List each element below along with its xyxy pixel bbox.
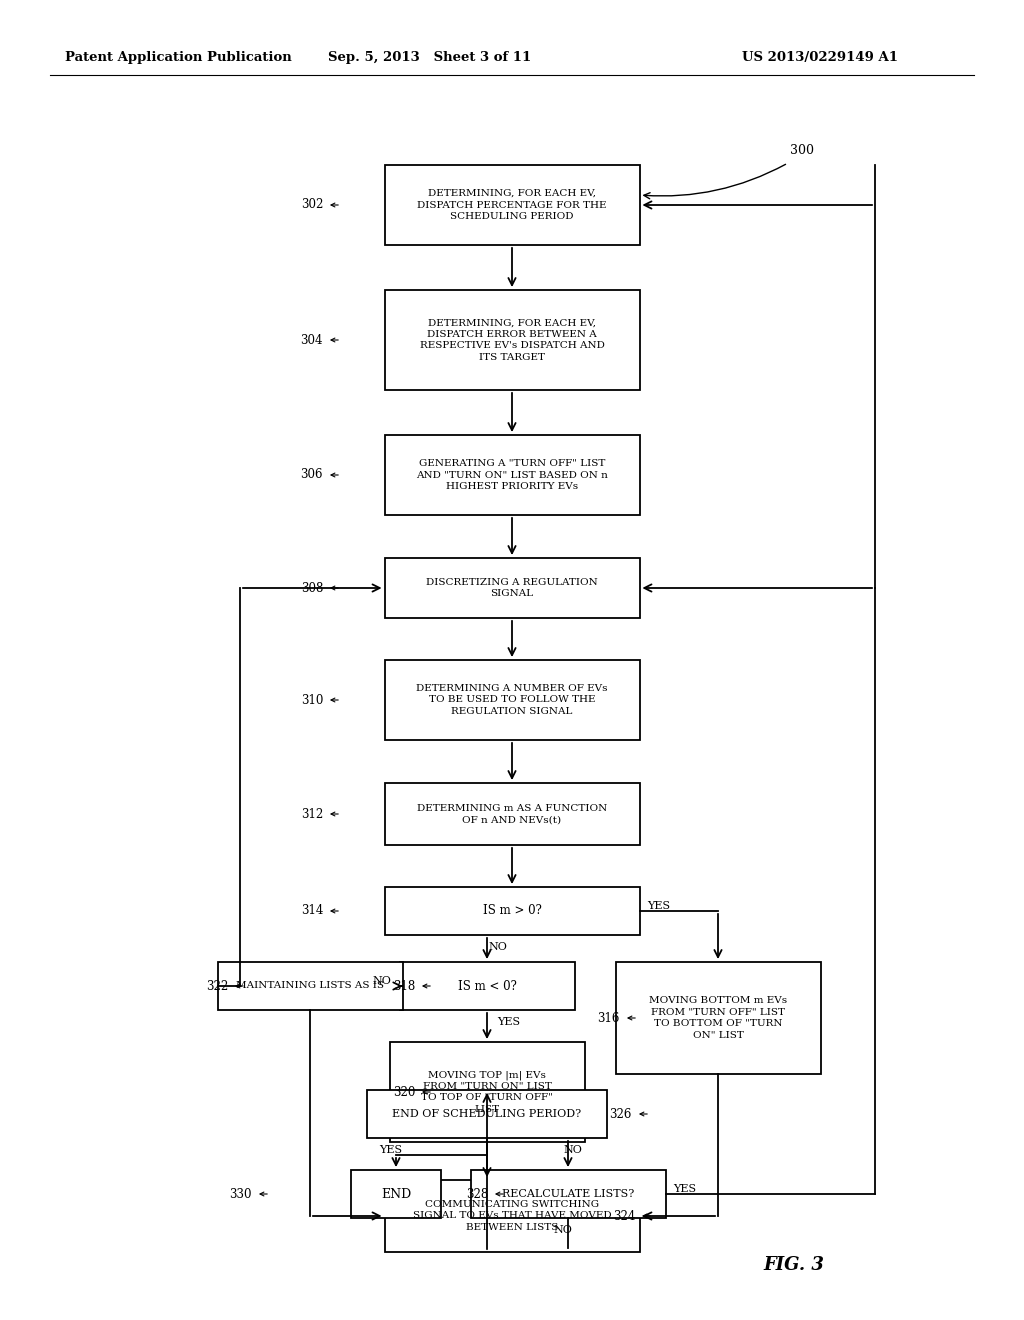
Text: 326: 326 <box>609 1107 632 1121</box>
Text: 322: 322 <box>206 979 228 993</box>
Text: US 2013/0229149 A1: US 2013/0229149 A1 <box>742 51 898 65</box>
Bar <box>470 1170 666 1218</box>
Bar <box>384 660 640 741</box>
Text: Sep. 5, 2013   Sheet 3 of 11: Sep. 5, 2013 Sheet 3 of 11 <box>329 51 531 65</box>
Bar <box>399 962 574 1010</box>
Text: DISCRETIZING A REGULATION
SIGNAL: DISCRETIZING A REGULATION SIGNAL <box>426 578 598 598</box>
Text: DETERMINING, FOR EACH EV,
DISPATCH PERCENTAGE FOR THE
SCHEDULING PERIOD: DETERMINING, FOR EACH EV, DISPATCH PERCE… <box>417 189 607 220</box>
Text: 306: 306 <box>300 469 323 482</box>
Bar <box>351 1170 441 1218</box>
Bar <box>217 962 402 1010</box>
Text: MOVING TOP |m| EVs
FROM "TURN ON" LIST
TO TOP OF "TURN OFF"
LIST: MOVING TOP |m| EVs FROM "TURN ON" LIST T… <box>421 1071 553 1114</box>
Text: 308: 308 <box>301 582 323 594</box>
Text: NO: NO <box>488 942 507 952</box>
Text: 302: 302 <box>301 198 323 211</box>
Text: 330: 330 <box>229 1188 252 1200</box>
Text: 300: 300 <box>790 144 814 157</box>
Text: IS m > 0?: IS m > 0? <box>482 904 542 917</box>
Text: END: END <box>381 1188 411 1200</box>
Bar <box>389 1041 585 1142</box>
Text: 316: 316 <box>598 1011 620 1024</box>
Text: DETERMINING A NUMBER OF EVs
TO BE USED TO FOLLOW THE
REGULATION SIGNAL: DETERMINING A NUMBER OF EVs TO BE USED T… <box>416 684 608 715</box>
Text: 314: 314 <box>301 904 323 917</box>
Text: NO: NO <box>373 975 391 986</box>
Text: NO: NO <box>563 1144 583 1155</box>
Bar <box>384 783 640 845</box>
Text: DETERMINING m AS A FUNCTION
OF n AND NEVs(t): DETERMINING m AS A FUNCTION OF n AND NEV… <box>417 804 607 824</box>
Bar <box>384 1180 640 1251</box>
Bar <box>384 436 640 515</box>
Text: 328: 328 <box>466 1188 488 1200</box>
Text: COMMUNICATING SWITCHING
SIGNAL TO EVs THAT HAVE MOVED
BETWEEN LISTS: COMMUNICATING SWITCHING SIGNAL TO EVs TH… <box>413 1200 611 1232</box>
Text: NO: NO <box>554 1225 572 1236</box>
Text: 304: 304 <box>300 334 323 346</box>
Text: MOVING BOTTOM m EVs
FROM "TURN OFF" LIST
TO BOTTOM OF "TURN
ON" LIST: MOVING BOTTOM m EVs FROM "TURN OFF" LIST… <box>649 997 787 1040</box>
Text: MAINTAINING LISTS AS IS: MAINTAINING LISTS AS IS <box>236 982 384 990</box>
Text: YES: YES <box>380 1144 402 1155</box>
Text: 312: 312 <box>301 808 323 821</box>
Bar <box>615 962 820 1074</box>
Text: Patent Application Publication: Patent Application Publication <box>65 51 292 65</box>
Text: 324: 324 <box>612 1209 635 1222</box>
Text: GENERATING A "TURN OFF" LIST
AND "TURN ON" LIST BASED ON n
HIGHEST PRIORITY EVs: GENERATING A "TURN OFF" LIST AND "TURN O… <box>416 459 608 491</box>
Bar <box>384 558 640 618</box>
Bar <box>367 1090 607 1138</box>
Text: YES: YES <box>674 1184 696 1195</box>
Text: DETERMINING, FOR EACH EV,
DISPATCH ERROR BETWEEN A
RESPECTIVE EV's DISPATCH AND
: DETERMINING, FOR EACH EV, DISPATCH ERROR… <box>420 318 604 362</box>
Text: END OF SCHEDULING PERIOD?: END OF SCHEDULING PERIOD? <box>392 1109 582 1119</box>
Text: FIG. 3: FIG. 3 <box>763 1257 824 1274</box>
Bar <box>384 290 640 389</box>
Text: 320: 320 <box>392 1085 415 1098</box>
Text: IS m < 0?: IS m < 0? <box>458 979 516 993</box>
Text: 310: 310 <box>301 693 323 706</box>
Bar <box>384 165 640 246</box>
Text: YES: YES <box>647 902 671 911</box>
Bar <box>384 887 640 935</box>
Text: YES: YES <box>497 1016 520 1027</box>
Text: 318: 318 <box>393 979 415 993</box>
Text: RECALCULATE LISTS?: RECALCULATE LISTS? <box>502 1189 634 1199</box>
